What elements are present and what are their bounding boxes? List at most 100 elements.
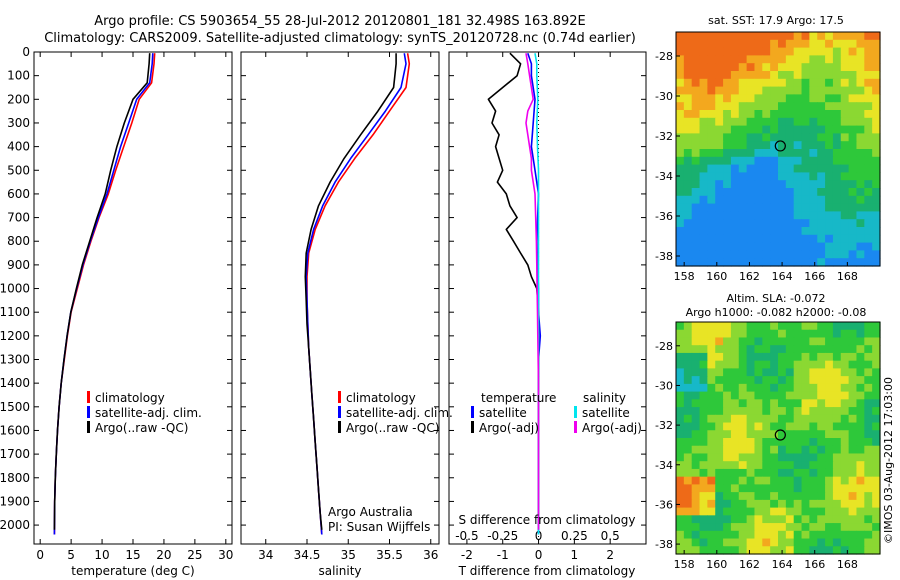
map-cell: [723, 322, 732, 331]
map-cell: [730, 546, 740, 555]
map-cell: [872, 352, 881, 362]
map-cell: [746, 337, 756, 346]
map-cell: [825, 172, 834, 181]
map-cell: [848, 39, 858, 49]
map-cell: [848, 430, 858, 439]
map-cell: [723, 453, 732, 462]
map-cell: [872, 102, 881, 111]
map-cell: [699, 391, 708, 400]
map-x-tick-label: 164: [772, 558, 793, 571]
map-cell: [817, 78, 826, 88]
map-cell: [683, 337, 693, 346]
map-cell: [691, 55, 701, 64]
map-cell: [832, 530, 842, 540]
map-cell: [856, 461, 865, 470]
map-cell: [770, 195, 779, 205]
s-tick-label: -0.25: [487, 529, 518, 543]
map-cell: [809, 110, 818, 119]
map-cell: [856, 258, 865, 267]
map-cell: [856, 430, 865, 439]
map-y-tick-label: -38: [655, 250, 673, 263]
map-cell: [746, 55, 756, 64]
map-cell: [754, 71, 763, 80]
map-cell: [809, 55, 818, 64]
map-cell: [738, 376, 748, 385]
map-cell: [715, 164, 724, 173]
map-cell: [801, 219, 810, 228]
map-cell: [723, 337, 732, 346]
map-cell: [683, 39, 693, 49]
map-cell: [738, 63, 748, 72]
map-cell: [825, 63, 834, 72]
map-cell: [691, 227, 701, 236]
map-cell: [730, 63, 740, 72]
map-cell: [715, 391, 724, 400]
map-cell: [817, 211, 826, 220]
map-cell: [715, 63, 724, 72]
map-cell: [817, 422, 826, 431]
map-cell: [840, 102, 850, 111]
map-cell: [872, 337, 881, 346]
map-cell: [825, 117, 834, 127]
map-cell: [676, 453, 685, 462]
map-cell: [683, 352, 693, 362]
map-cell: [723, 445, 732, 455]
map-cell: [730, 376, 740, 385]
map-cell: [872, 172, 881, 181]
map-cell: [707, 86, 716, 95]
map-cell: [832, 250, 842, 259]
map-cell: [785, 445, 795, 455]
map-cell: [856, 530, 865, 540]
map-cell: [754, 227, 763, 236]
map-cell: [840, 546, 850, 555]
map-cell: [723, 47, 732, 56]
map-cell: [754, 149, 763, 158]
map-cell: [754, 430, 763, 439]
map-cell: [848, 188, 858, 197]
map-cell: [754, 94, 763, 103]
map-cell: [856, 414, 865, 424]
map-cell: [785, 337, 795, 346]
map-cell: [730, 32, 740, 41]
map-y-tick-label: -38: [655, 538, 673, 551]
map-cell: [754, 188, 763, 197]
map-cell: [738, 78, 748, 88]
map-cell: [730, 515, 740, 524]
map-x-tick-label: 168: [837, 558, 858, 571]
map-cell: [801, 530, 810, 540]
map-cell: [817, 376, 826, 385]
map-cell: [856, 211, 865, 220]
y-tick-label: 2000: [0, 518, 30, 532]
map-cell: [738, 86, 748, 95]
map-cell: [801, 47, 810, 56]
map-cell: [683, 78, 693, 88]
map-cell: [840, 63, 850, 72]
map-cell: [691, 368, 701, 377]
map-cell: [683, 383, 693, 393]
map-cell: [699, 322, 708, 331]
map-x-tick-label: 166: [804, 558, 825, 571]
map-cell: [793, 86, 803, 95]
map-cell: [864, 499, 873, 509]
map-cell: [707, 141, 716, 150]
map-cell: [723, 78, 732, 88]
map-cell: [762, 468, 771, 478]
map-cell: [715, 329, 724, 339]
map-cell: [738, 94, 748, 103]
map-cell: [872, 476, 881, 485]
map-cell: [864, 117, 873, 127]
map-cell: [825, 407, 834, 416]
y-tick-label: 1200: [0, 329, 30, 343]
map-cell: [762, 47, 771, 56]
map-cell: [817, 407, 826, 416]
map-cell: [676, 32, 685, 41]
map-cell: [762, 476, 771, 485]
map-cell: [809, 468, 818, 478]
map-cell: [707, 125, 716, 134]
map-cell: [825, 507, 834, 516]
map-cell: [746, 219, 756, 228]
map-cell: [801, 360, 810, 369]
map-cell: [785, 102, 795, 111]
map-cell: [723, 414, 732, 424]
map-cell: [676, 250, 685, 259]
